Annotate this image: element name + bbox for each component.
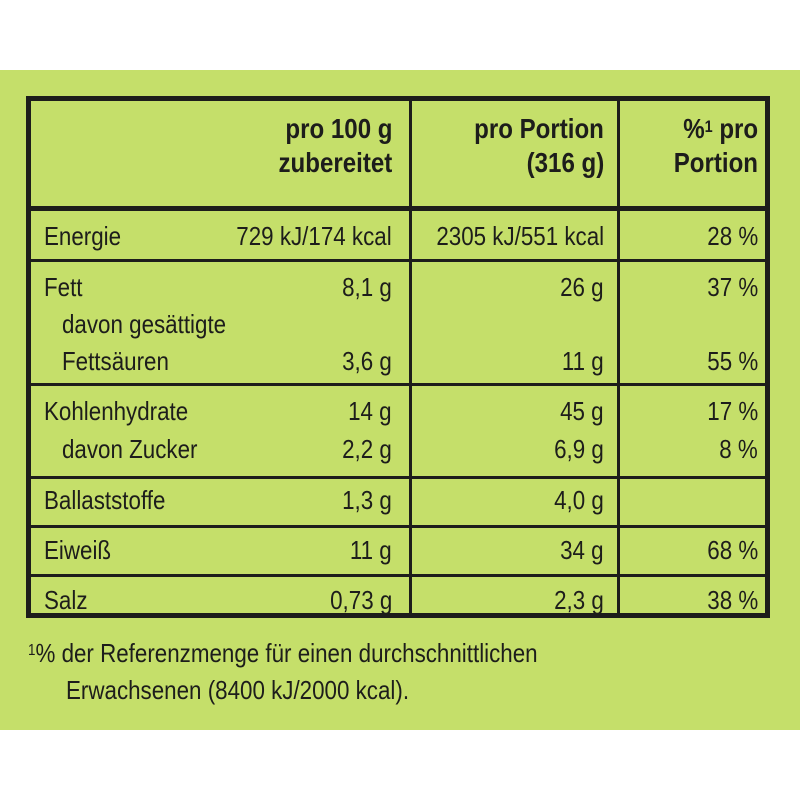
row-divider	[26, 525, 770, 528]
cell-portion: 2,3 g	[554, 585, 604, 615]
footnote-line1: 1% der Referenzmenge für einen durchschn…	[28, 638, 538, 668]
cell-portion: 45 g	[560, 396, 604, 426]
footnote-marker: 1	[28, 642, 36, 659]
cell-per100: 2,2 g	[342, 434, 392, 464]
cell-portion: 11 g	[562, 346, 604, 376]
row-label-kohlenhydrate: Kohlenhydrate	[44, 396, 189, 426]
row-label-energie: Energie	[44, 221, 122, 251]
header-divider	[26, 206, 770, 211]
cell-per100: 0,73 g	[329, 585, 392, 615]
row-divider	[26, 574, 770, 577]
cell-percent: 38 %	[707, 585, 758, 615]
cell-per100: 11 g	[350, 535, 392, 565]
header-per100-line2: zubereitet	[278, 147, 392, 178]
cell-per100: 8,1 g	[342, 272, 392, 302]
row-label-ballaststoffe: Ballaststoffe	[44, 485, 166, 515]
row-label-davon-gesaettigte: davon gesättigte	[62, 309, 227, 339]
cell-percent: 17 %	[707, 396, 758, 426]
cell-portion: 2305 kJ/551 kcal	[436, 221, 604, 251]
cell-percent: 55 %	[707, 346, 758, 376]
header-portion-line1: pro Portion	[474, 113, 604, 144]
row-divider	[26, 383, 770, 386]
row-label-fettsaeuren: Fettsäuren	[62, 346, 169, 376]
cell-percent: 28 %	[707, 221, 758, 251]
row-label-salz: Salz	[44, 585, 88, 615]
cell-per100: 14 g	[348, 396, 392, 426]
cell-per100: 1,3 g	[342, 485, 392, 515]
cell-portion: 6,9 g	[554, 434, 604, 464]
cell-per100: 3,6 g	[342, 346, 392, 376]
cell-portion: 34 g	[560, 535, 604, 565]
row-divider	[26, 259, 770, 262]
row-divider	[26, 476, 770, 479]
column-divider	[617, 96, 620, 618]
cell-per100: 729 kJ/174 kcal	[236, 221, 392, 251]
label-panel	[0, 70, 800, 730]
header-percent-line2: Portion	[673, 147, 758, 178]
row-label-eiweiss: Eiweiß	[44, 535, 112, 565]
header-per100-line1: pro 100 g	[284, 113, 392, 144]
header-percent-line1: %1 pro	[683, 113, 758, 144]
cell-portion: 4,0 g	[554, 485, 604, 515]
header-portion-line2: (316 g)	[526, 147, 604, 178]
footnote-line2: Erwachsenen (8400 kJ/2000 kcal).	[66, 675, 410, 705]
cell-percent: 37 %	[707, 272, 758, 302]
footnote-marker: 1	[704, 117, 713, 136]
cell-percent: 8 %	[719, 434, 758, 464]
cell-portion: 26 g	[560, 272, 604, 302]
cell-percent: 68 %	[707, 535, 758, 565]
column-divider	[409, 96, 412, 618]
row-label-fett: Fett	[44, 272, 83, 302]
nutrition-table-frame	[26, 96, 770, 618]
row-label-davon-zucker: davon Zucker	[62, 434, 198, 464]
